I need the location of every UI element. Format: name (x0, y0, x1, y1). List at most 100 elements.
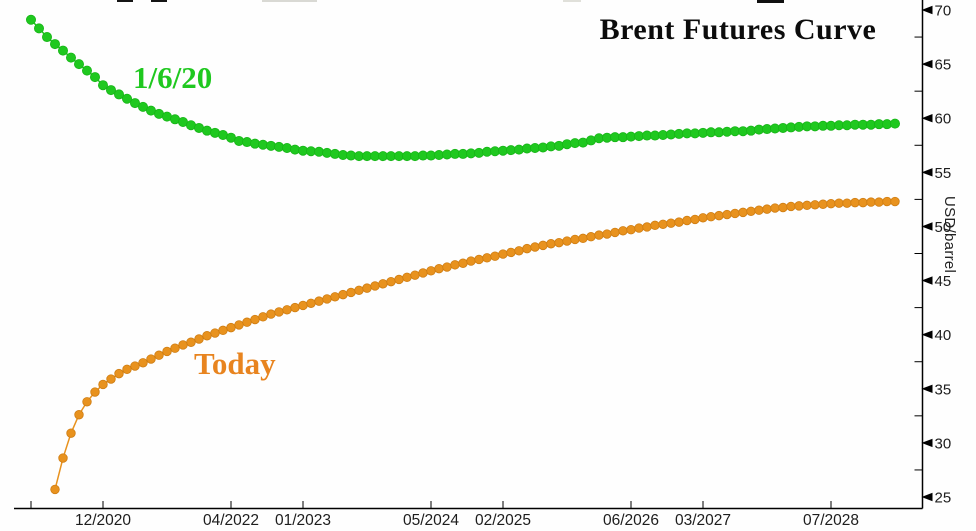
series-dot (514, 246, 524, 256)
y-tick-arrow (921, 276, 933, 285)
y-tick-label: 45 (935, 273, 952, 290)
x-tick-label: 05/2024 (403, 512, 459, 529)
series-dot (578, 233, 588, 244)
x-tick-label: 01/2023 (275, 512, 331, 529)
series-dot (650, 220, 660, 231)
y-tick-label: 60 (935, 111, 952, 128)
series-dot (842, 198, 852, 208)
cutoff-text-fragment (151, 0, 167, 2)
series-dot (410, 270, 420, 280)
series-dot (50, 39, 61, 50)
series-dot (154, 350, 164, 360)
series-dot (66, 52, 77, 63)
x-tick-label: 12/2020 (75, 512, 131, 529)
series-dot (34, 23, 45, 34)
series-dot (594, 230, 604, 240)
series-dot (106, 374, 116, 384)
series-dot (538, 240, 548, 251)
series-dot (241, 137, 252, 148)
series-dot (162, 346, 172, 357)
series-dot (658, 219, 668, 229)
series-dot (626, 224, 636, 235)
series-dot (874, 197, 884, 207)
series-dot (194, 334, 204, 344)
series-dot (434, 263, 444, 274)
series-dot (281, 142, 292, 153)
series-dot (170, 343, 180, 353)
series-dot (530, 242, 540, 252)
series-dot (362, 283, 372, 293)
series-dot (786, 201, 796, 212)
series-dot (506, 247, 516, 258)
series-dot (498, 249, 508, 259)
series-dot (570, 234, 580, 245)
series-dot (282, 305, 292, 315)
x-tick-label: 06/2026 (603, 512, 659, 529)
y-tick-label: 25 (935, 490, 952, 507)
y-tick-label: 70 (935, 3, 952, 20)
series-label-today: Today (194, 346, 276, 381)
series-dot (266, 309, 276, 319)
cutoff-text-fragment (117, 0, 133, 2)
series-dot (466, 256, 476, 266)
series-label-1-6-20: 1/6/20 (133, 60, 213, 95)
series-dot (74, 410, 84, 420)
series-dot (90, 72, 101, 83)
y-tick-arrow (921, 5, 933, 15)
series-dot (458, 258, 468, 268)
cutoff-text-fragment (563, 0, 581, 2)
y-tick-arrow (921, 168, 933, 177)
y-tick-label: 65 (935, 57, 952, 74)
series-dot (114, 89, 125, 100)
series-dot (858, 197, 868, 208)
series-dot (129, 98, 140, 109)
series-dot (58, 45, 69, 56)
series-dot (850, 197, 860, 208)
y-tick-arrow (921, 59, 933, 69)
series-dot (138, 358, 148, 368)
series-dot (306, 298, 316, 308)
y-tick-label: 40 (935, 327, 952, 344)
series-dot (234, 320, 244, 330)
series-dot (810, 200, 820, 210)
series-dot (682, 215, 692, 226)
series-dot (98, 379, 108, 390)
series-dot (202, 331, 212, 341)
x-tick-label: 03/2027 (675, 512, 731, 529)
series-dot (802, 200, 812, 211)
series-dot (250, 314, 260, 325)
series-dot (426, 266, 436, 276)
cutoff-text-fragment (262, 0, 317, 2)
series-dot (586, 232, 596, 242)
y-tick-arrow (921, 438, 933, 448)
series-dot (794, 201, 804, 211)
series-dot (770, 203, 780, 213)
series-dot (178, 340, 188, 350)
series-dot (98, 80, 109, 91)
series-dot (722, 209, 732, 220)
series-dot (314, 296, 324, 306)
y-axis-title: USD/barrel (941, 196, 958, 274)
series-dot (834, 198, 844, 208)
series-dot (42, 32, 53, 43)
y-tick-label: 50 (935, 219, 952, 236)
series-dot (546, 239, 556, 249)
series-dot (746, 206, 756, 216)
series-dot (706, 212, 716, 222)
series-dot (137, 101, 148, 112)
series-dot (186, 337, 196, 347)
series-dot (738, 207, 748, 218)
series-dot (330, 292, 340, 302)
series-dot (274, 307, 284, 317)
series-dot (58, 453, 68, 463)
y-tick-label: 55 (935, 165, 952, 182)
series-dot (74, 59, 85, 70)
series-dot (130, 361, 140, 371)
series-dot (754, 205, 764, 215)
series-dot (258, 312, 268, 322)
series-dot (666, 218, 676, 228)
series-dot (418, 268, 428, 278)
series-dot (762, 204, 772, 214)
series-dot (450, 260, 460, 270)
